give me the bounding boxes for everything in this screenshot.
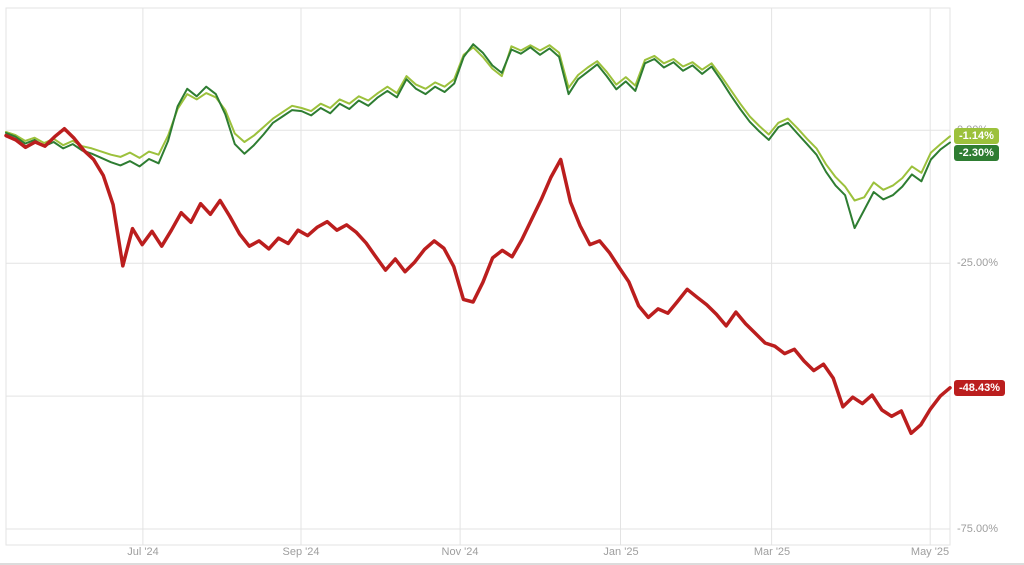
series-line-dark-green-series — [5, 43, 951, 230]
x-axis-label: Sep '24 — [282, 546, 320, 558]
series-line-light-green-series — [5, 44, 951, 202]
y-axis-label: -25.00% — [957, 257, 998, 270]
x-axis-label: May '25 — [910, 546, 950, 558]
x-axis-label: Jul '24 — [127, 546, 159, 558]
y-axis-label: -75.00% — [957, 523, 998, 536]
x-axis-label: Nov '24 — [441, 546, 479, 558]
x-axis-label: Mar '25 — [753, 546, 791, 558]
series-badge-light-green-series: -1.14% — [954, 128, 999, 145]
x-axis-label: Jan '25 — [603, 546, 639, 558]
series-badge-red-series: -48.43% — [954, 379, 1005, 396]
series-line-red-series — [4, 126, 952, 436]
plot-border — [5, 7, 951, 546]
series-badge-dark-green-series: -2.30% — [954, 145, 999, 162]
